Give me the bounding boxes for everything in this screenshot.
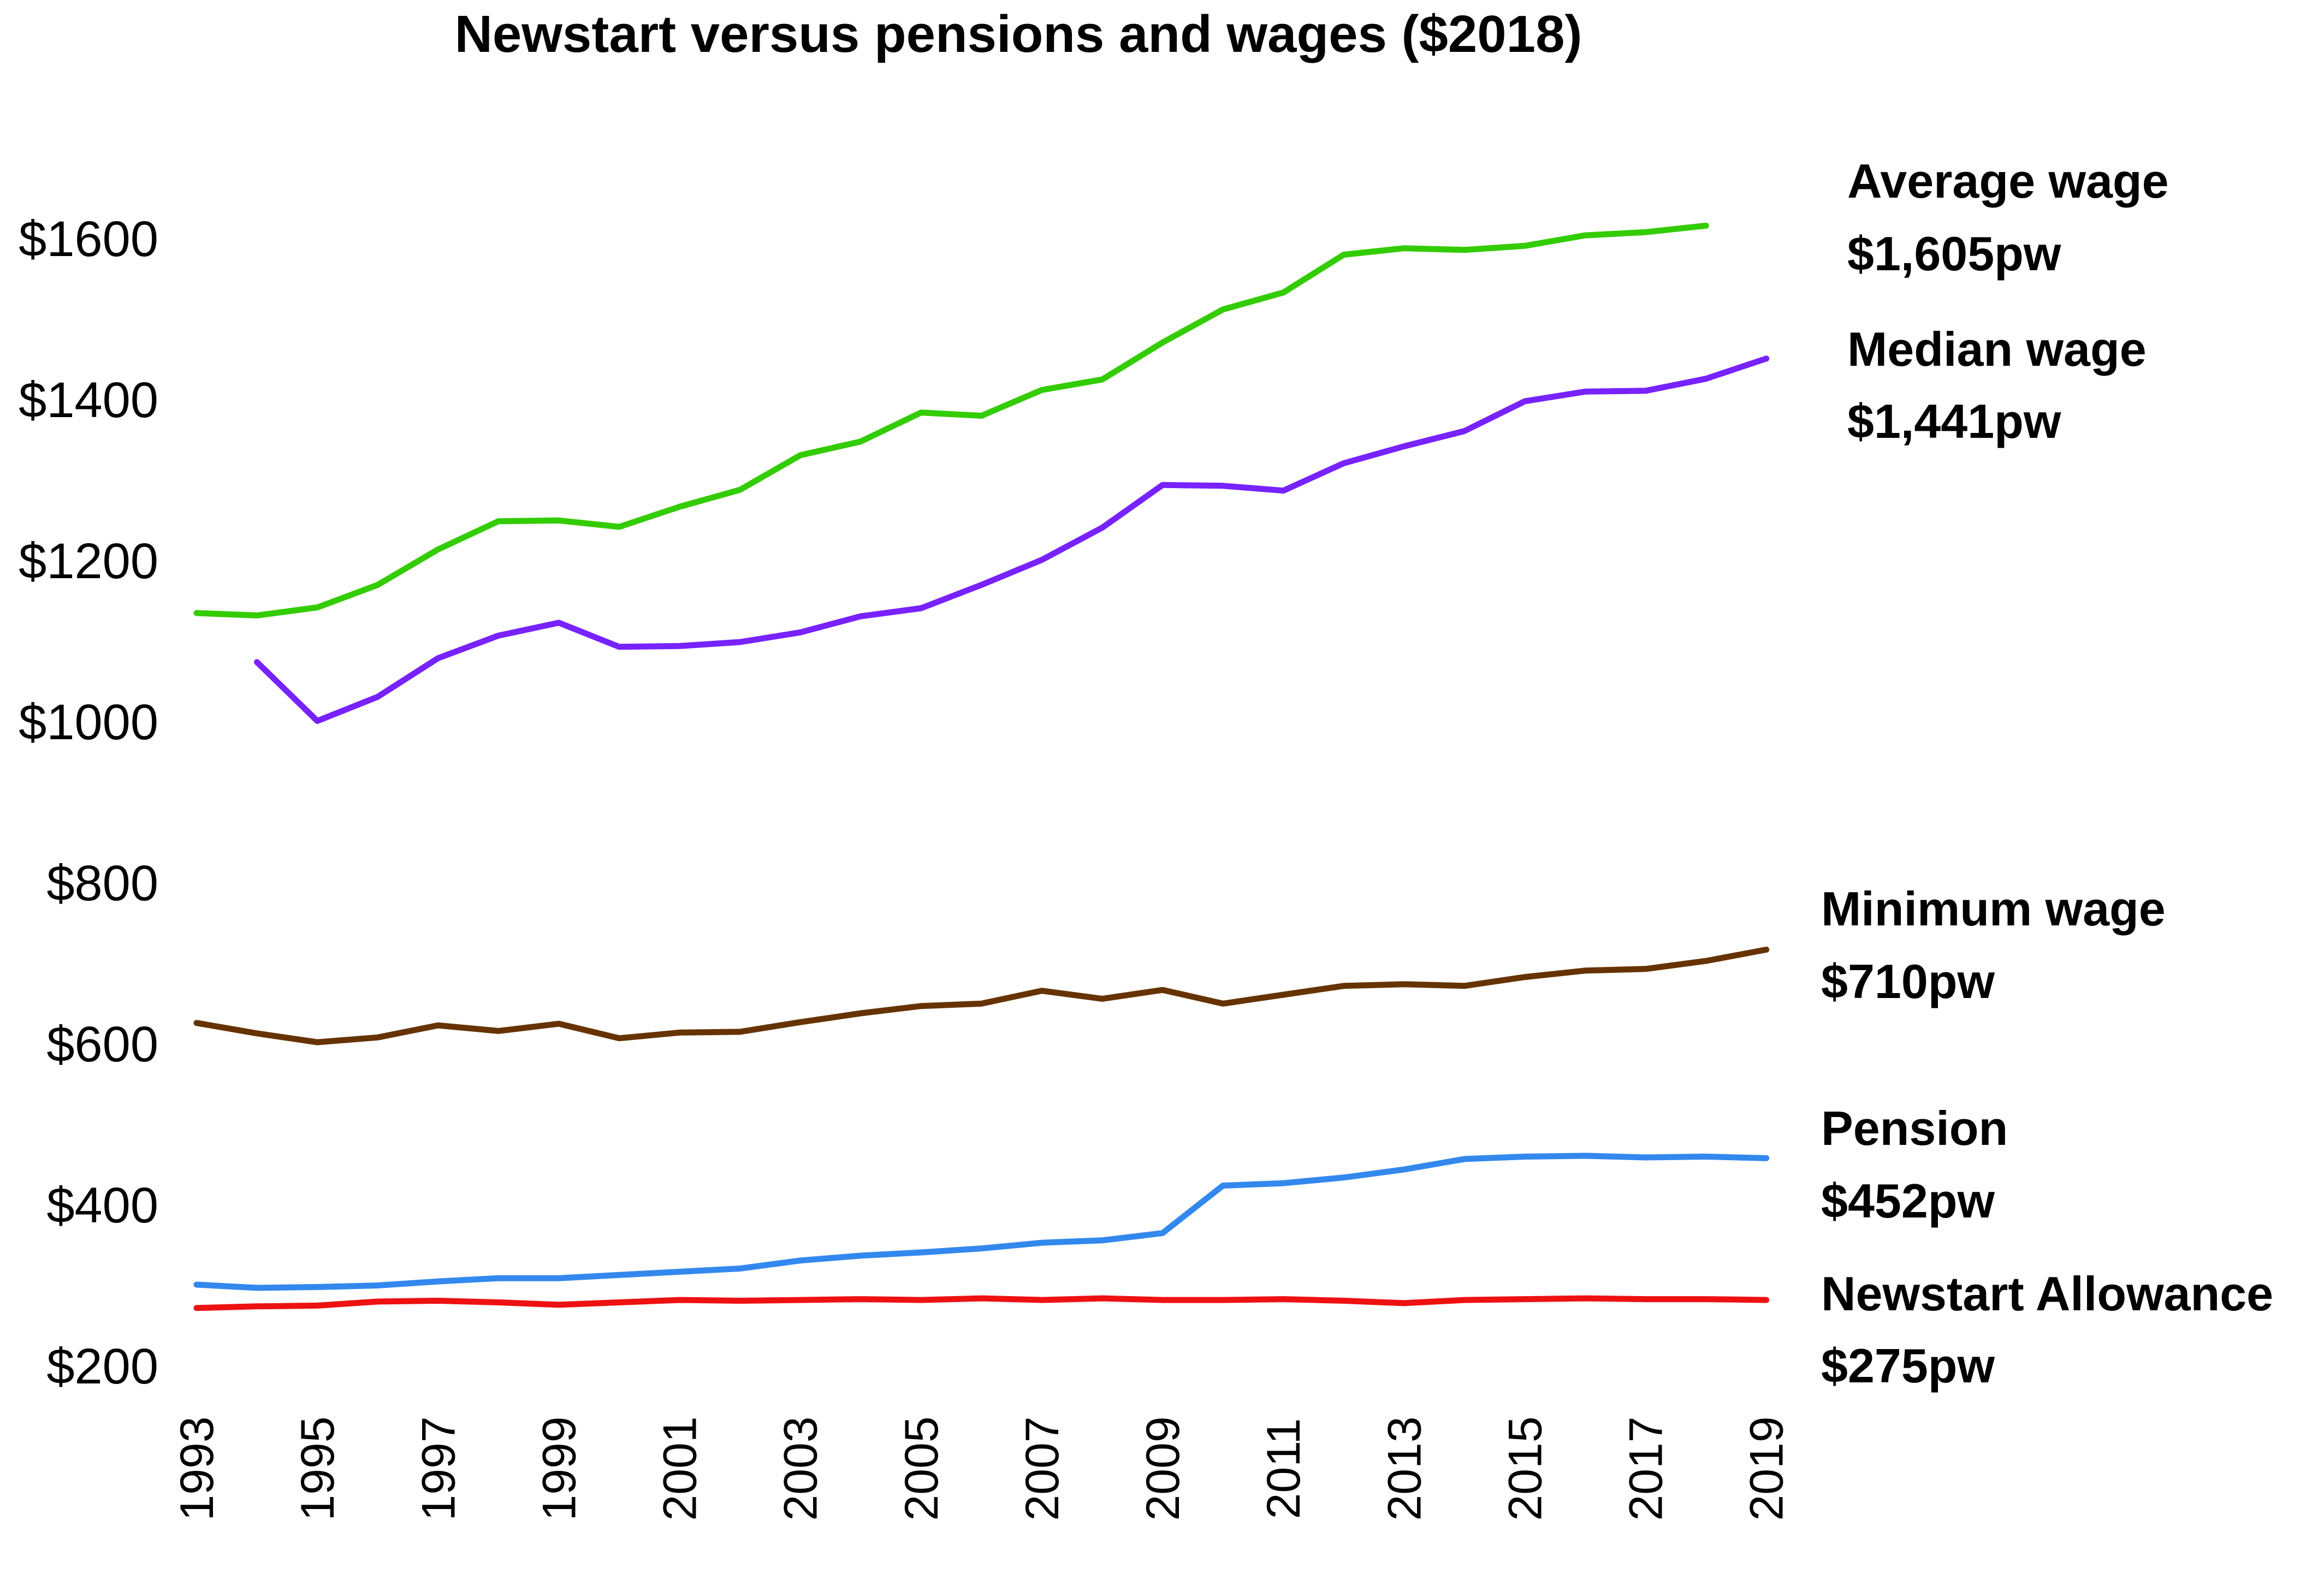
y-tick-label: $1400 [19,372,158,428]
y-tick-label: $1000 [19,694,158,750]
x-tick-label: 2013 [1378,1416,1431,1520]
series-line-average-wage [193,222,1709,619]
x-tick-label: 2011 [1258,1418,1310,1519]
x-tick-label: 1995 [292,1416,344,1520]
series-value-pension: $452pw [1821,1174,1995,1228]
series-line-median-wage [254,355,1770,724]
y-tick-label: $1600 [19,211,158,267]
y-tick-label: $200 [46,1339,158,1394]
y-tick-label: $600 [46,1017,158,1072]
series-value-average-wage: $1,605pw [1847,227,2061,281]
x-tick-label: 2015 [1499,1416,1551,1520]
series-lines [193,222,1770,1311]
series-value-median-wage: $1,441pw [1847,394,2061,448]
series-name-pension: Pension [1821,1101,2008,1155]
x-tick-label: 2001 [654,1416,707,1520]
series-name-median-wage: Median wage [1847,322,2147,376]
x-tick-label: 2017 [1620,1416,1673,1520]
x-axis-ticks: 1993 1995 1997 1999 2001 2003 2005 2007 2009 2011… [171,1416,1793,1520]
x-tick-label: 2007 [1016,1416,1069,1520]
series-labels: Average wage $1,605pw Median wage $1,441pw M… [1821,154,2273,1393]
series-value-minimum-wage: $710pw [1821,954,1995,1008]
x-tick-label: 1997 [412,1416,465,1520]
series-line-pension [193,1153,1770,1291]
x-tick-label: 1993 [171,1416,223,1520]
series-name-newstart-allowance: Newstart Allowance [1821,1267,2273,1321]
y-tick-label: $1200 [19,533,158,589]
x-tick-label: 2005 [896,1416,948,1520]
chart-title: Newstart versus pensions and wages ($201… [455,5,1582,63]
series-name-average-wage: Average wage [1847,154,2169,208]
x-tick-label: 2003 [775,1416,827,1520]
series-value-newstart-allowance: $275pw [1821,1339,1995,1393]
x-tick-label: 2019 [1741,1416,1793,1520]
y-tick-label: $400 [46,1178,158,1233]
x-tick-label: 2009 [1137,1416,1189,1520]
x-tick-label: 1999 [533,1416,585,1520]
y-axis-ticks: $200 $400 $600 $800 $1000 $1200 $1400 $1600 [19,211,158,1394]
series-line-newstart-allowance [193,1295,1770,1311]
y-tick-label: $800 [46,856,158,911]
series-line-minimum-wage [193,946,1770,1046]
series-name-minimum-wage: Minimum wage [1821,882,2166,936]
